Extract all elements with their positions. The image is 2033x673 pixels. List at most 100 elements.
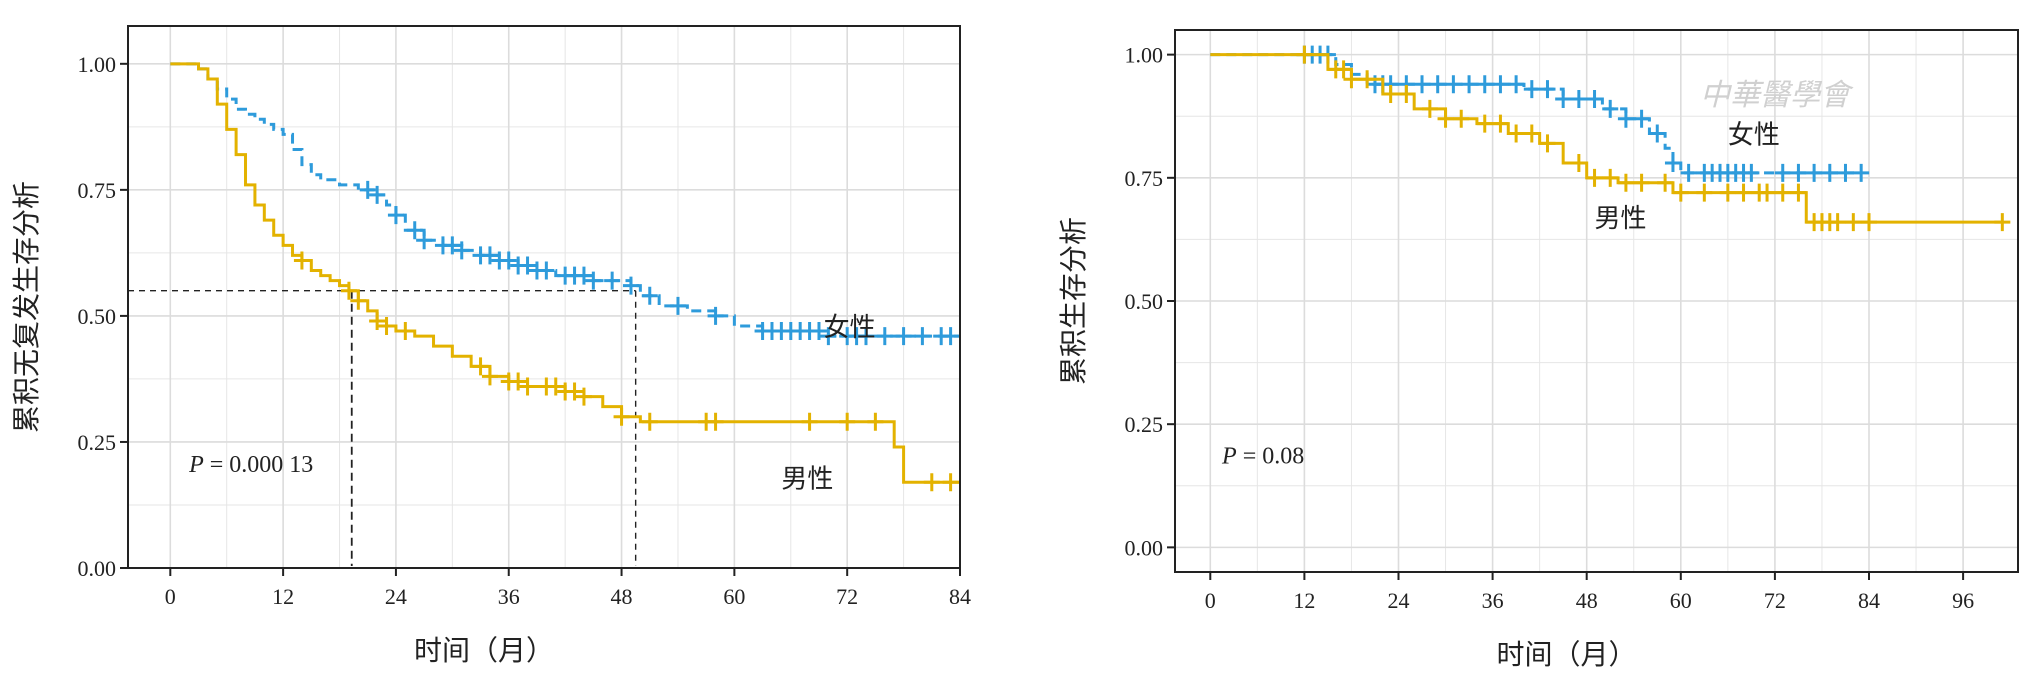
female-censor-mark (1774, 163, 1791, 182)
male-censor-mark (1343, 70, 1360, 89)
os-p-symbol: P (1221, 444, 1237, 470)
y-tick-label: 0.25 (1125, 412, 1164, 437)
rfs-p-number: = 0.000 13 (204, 452, 314, 478)
female-censor-mark (406, 221, 423, 240)
x-tick-label: 84 (1858, 588, 1880, 613)
male-censor-mark (575, 387, 592, 406)
male-censor-mark (378, 316, 395, 335)
male-censor-mark (1508, 124, 1525, 143)
female-censor-mark (500, 251, 517, 270)
watermark-logo: 中華醫學會 (1700, 78, 1854, 113)
x-tick-label: 36 (498, 584, 520, 609)
male-censor-mark (1861, 213, 1877, 232)
male-censor-mark (397, 322, 414, 341)
female-censor-mark (1649, 124, 1666, 143)
rfs-y-axis-title: 累积无复发生存分析 (10, 181, 43, 433)
male-censor-mark (923, 473, 940, 492)
female-censor-mark (1586, 89, 1603, 108)
male-censor-mark (340, 281, 357, 300)
female-censor-mark (641, 286, 658, 305)
female-censor-mark (1837, 163, 1854, 182)
male-censor-mark (1735, 183, 1752, 202)
male-survival-curve (170, 62, 960, 484)
female-censor-mark (1602, 99, 1619, 118)
male-censor-mark (1539, 134, 1556, 153)
female-censor-mark (1476, 75, 1493, 94)
y-tick-label: 0.25 (78, 430, 117, 455)
male-censor-mark (1719, 183, 1736, 202)
female-censor-mark (453, 241, 470, 260)
x-tick-label: 24 (1387, 588, 1409, 613)
y-tick-label: 1.00 (78, 52, 117, 77)
female-censor-mark (1414, 75, 1431, 94)
male-censor-mark (1359, 70, 1376, 89)
female-censor-mark (604, 271, 621, 290)
rfs-p-value: P = 0.000 13 (188, 452, 313, 478)
male-censor-mark (942, 473, 959, 492)
y-tick-label: 0.00 (1125, 535, 1164, 560)
male-censor-mark (1602, 168, 1619, 187)
female-censor-mark (387, 206, 404, 225)
female-censor-mark (538, 261, 555, 280)
male-censor-mark (641, 412, 658, 431)
os-x-axis-title: 时间（月） (1496, 638, 1636, 671)
female-censor-mark (481, 246, 498, 265)
male-censor-mark (1421, 99, 1438, 118)
female-censor-mark (895, 327, 912, 346)
rfs-gridlines (128, 26, 961, 569)
female-censor-mark (444, 236, 461, 255)
rfs-median-lines (128, 289, 637, 566)
male-censor-mark (707, 412, 724, 431)
female-censor-mark (857, 327, 874, 346)
y-tick-label: 0.75 (1125, 166, 1164, 191)
female-survival-curve (1210, 53, 1862, 175)
female-censor-mark (416, 231, 433, 250)
male-censor-mark (481, 367, 498, 386)
male-censor-mark (1617, 173, 1634, 192)
y-tick-label: 1.00 (1125, 43, 1164, 68)
female-censor-mark (1743, 163, 1760, 182)
male-censor-mark (1994, 213, 2011, 232)
y-tick-label: 0.50 (1125, 289, 1164, 314)
male-censor-mark (1759, 183, 1776, 202)
male-censor-mark (1586, 168, 1603, 187)
os-gridlines (1175, 30, 2018, 572)
male-censor-mark (1672, 183, 1689, 202)
os-p-value: P = 0.08 (1221, 444, 1304, 470)
female-censor-mark (369, 185, 386, 204)
female-censor-mark (622, 276, 639, 295)
female-censor-mark (914, 327, 931, 346)
female-censor-mark (1570, 89, 1587, 108)
male-censor-mark (1492, 114, 1509, 133)
rfs-curves (170, 62, 960, 492)
male-censor-mark (1829, 213, 1846, 232)
female-censor-mark (1617, 109, 1634, 128)
female-censor-mark (1555, 89, 1572, 108)
male-censor-mark (1437, 109, 1454, 128)
female-censor-mark (820, 327, 837, 346)
male-censor-mark (1633, 173, 1650, 192)
rfs-male-label: 男性 (781, 464, 833, 494)
female-censor-mark (942, 327, 959, 346)
male-censor-mark (1570, 154, 1587, 173)
y-tick-label: 0.75 (78, 178, 117, 203)
female-censor-mark (1664, 154, 1681, 173)
x-tick-label: 84 (949, 584, 971, 609)
female-censor-mark (1445, 75, 1462, 94)
male-censor-mark (1335, 60, 1352, 79)
female-censor-mark (1539, 80, 1556, 99)
female-censor-mark (707, 306, 724, 325)
x-tick-label: 48 (1576, 588, 1598, 613)
rfs-p-symbol: P (188, 452, 204, 478)
female-censor-mark (1523, 80, 1540, 99)
female-censor-mark (1806, 163, 1823, 182)
male-censor-mark (519, 377, 536, 396)
male-censor-mark (350, 291, 367, 310)
male-censor-mark (566, 382, 583, 401)
female-censor-mark (1461, 75, 1478, 94)
x-tick-label: 72 (1764, 588, 1786, 613)
x-tick-label: 24 (385, 584, 407, 609)
os-p-number: = 0.08 (1237, 444, 1305, 470)
female-censor-mark (1429, 75, 1446, 94)
